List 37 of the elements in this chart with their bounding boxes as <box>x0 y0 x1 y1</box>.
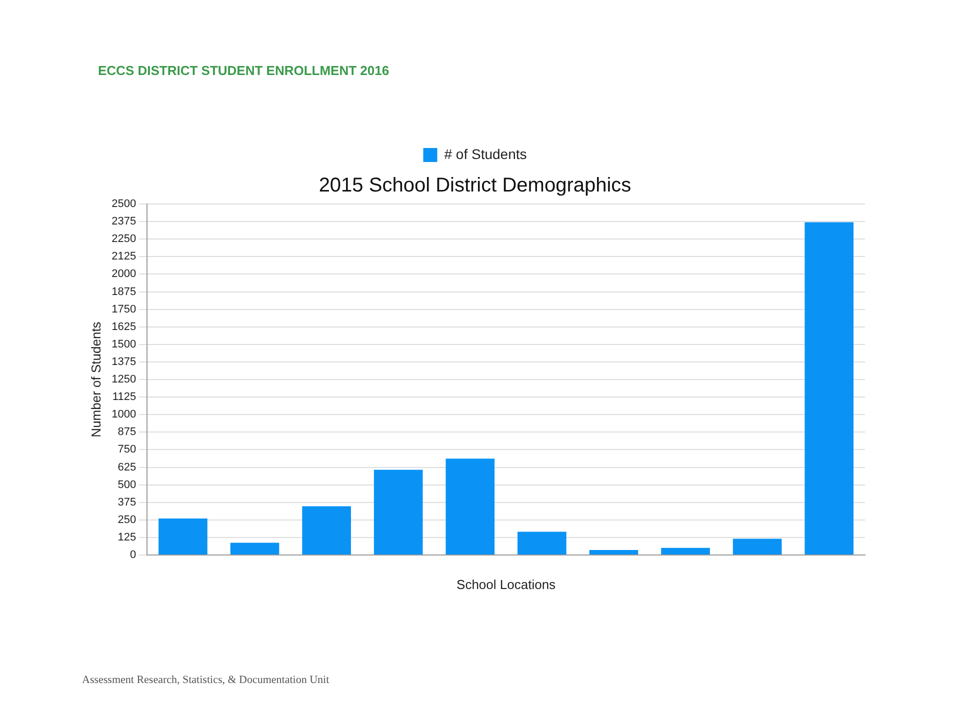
bar <box>158 518 208 554</box>
y-tick-label: 2250 <box>112 233 136 246</box>
chart-subtitle: 2015 School District Demographics <box>318 174 632 197</box>
text: Assessment Research, Statistics, & Documentation Unit <box>82 674 330 686</box>
y-tick-label: 875 <box>118 426 136 438</box>
bar <box>732 538 782 554</box>
y-tick-label: 2500 <box>112 198 136 210</box>
y-tick-label: 1625 <box>112 320 136 333</box>
y-tick-label: 1125 <box>112 391 136 404</box>
bar <box>302 506 351 554</box>
y-tick-label: 2375 <box>112 216 136 228</box>
y-tick-label: 1250 <box>112 374 136 386</box>
chart-title: ECCS DISTRICT STUDENT ENROLLMENT 2016 <box>98 63 390 78</box>
legend-label: # of Students <box>444 146 527 162</box>
y-tick-label: 0 <box>130 549 136 562</box>
y-tick-label: 125 <box>118 531 136 544</box>
y-tick-label: 500 <box>118 478 136 491</box>
y-tick-label: 625 <box>118 461 136 474</box>
y-tick-label: 1875 <box>112 286 136 298</box>
y-axis-title: Number of Students <box>88 321 104 438</box>
bar <box>230 542 280 554</box>
bar <box>589 550 638 554</box>
y-tick-label: 375 <box>118 496 136 508</box>
y-tick-label: 2000 <box>112 268 136 280</box>
y-tick-label: 2125 <box>112 250 136 263</box>
bar <box>446 458 495 554</box>
bar <box>374 470 423 554</box>
y-tick-label: 1500 <box>112 338 136 350</box>
bar <box>804 222 854 554</box>
y-tick-label: 1375 <box>112 356 136 368</box>
y-tick-label: 750 <box>118 444 136 456</box>
bar <box>661 548 710 554</box>
bar <box>518 532 566 554</box>
y-tick-label: 250 <box>118 514 136 526</box>
y-tick-label: 1000 <box>112 408 136 421</box>
x-axis-title: School Locations <box>456 576 556 592</box>
y-tick-label: 1750 <box>112 303 136 316</box>
